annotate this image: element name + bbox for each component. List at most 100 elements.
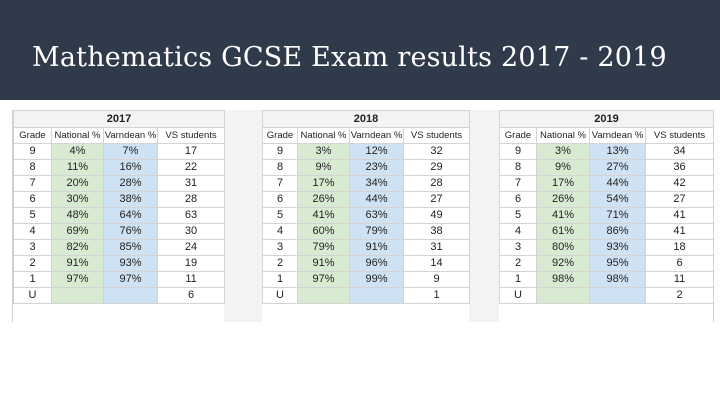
grade-cell: U: [262, 287, 298, 304]
varndean-percent-cell: [349, 287, 404, 304]
table-row: 2 92% 95% 6: [499, 255, 715, 272]
varndean-percent-cell: 91%: [349, 239, 404, 256]
vs-students-cell: 14: [402, 255, 471, 272]
year-heading: 2018: [261, 110, 471, 128]
grade-cell: 4: [13, 223, 52, 240]
table-row: 7 20% 28% 31: [13, 175, 226, 192]
vs-students-cell: 19: [156, 255, 226, 272]
grade-header: Grade: [499, 127, 537, 144]
grade-cell: 6: [13, 191, 52, 208]
varndean-percent-cell: 71%: [589, 207, 646, 224]
national-percent-cell: 17%: [297, 175, 350, 192]
grade-cell: 2: [499, 255, 537, 272]
varndean-percent-cell: [103, 287, 158, 304]
table-row: 8 9% 27% 36: [499, 159, 715, 176]
national-percent-cell: 26%: [536, 191, 590, 208]
varndean-percent-cell: 44%: [349, 191, 404, 208]
table-row: 1 97% 97% 11: [13, 271, 226, 288]
vs-students-cell: 18: [644, 239, 715, 256]
vs-students-cell: 31: [156, 175, 226, 192]
table-row: 7 17% 44% 42: [499, 175, 715, 192]
national-percent-cell: [536, 287, 590, 304]
vs-students-cell: 31: [402, 239, 471, 256]
grade-cell: 1: [13, 271, 52, 288]
vs-students-cell: 2: [644, 287, 715, 304]
national-percent-cell: 82%: [51, 239, 104, 256]
table-row: 6 30% 38% 28: [13, 191, 226, 208]
national-percent-cell: 80%: [536, 239, 590, 256]
table-row: 5 41% 71% 41: [499, 207, 715, 224]
vs-students-cell: 24: [156, 239, 226, 256]
grade-cell: 5: [262, 207, 298, 224]
national-percent-cell: 79%: [297, 239, 350, 256]
grade-cell: 9: [499, 143, 537, 160]
national-percent-cell: 9%: [297, 159, 350, 176]
varndean-percent-cell: [589, 287, 646, 304]
column-gap: [224, 110, 262, 322]
grade-cell: 8: [499, 159, 537, 176]
varndean-percent-cell: 12%: [349, 143, 404, 160]
table-row: 9 4% 7% 17: [13, 143, 226, 160]
grade-cell: 2: [262, 255, 298, 272]
table-row: 9 3% 13% 34: [499, 143, 715, 160]
table-row: 6 26% 44% 27: [262, 191, 471, 208]
national-percent-cell: [51, 287, 104, 304]
national-percent-header: National %: [536, 127, 590, 144]
slide-title: Mathematics GCSE Exam results 2017 - 201…: [32, 42, 667, 73]
varndean-percent-header: Varndean %: [349, 127, 404, 144]
grade-cell: 4: [262, 223, 298, 240]
vs-students-cell: 27: [644, 191, 715, 208]
national-percent-cell: 61%: [536, 223, 590, 240]
grade-cell: 5: [13, 207, 52, 224]
vs-students-cell: 49: [402, 207, 471, 224]
year-heading: 2019: [498, 110, 715, 128]
vs-students-cell: 9: [402, 271, 471, 288]
vs-students-cell: 28: [402, 175, 471, 192]
varndean-percent-cell: 93%: [589, 239, 646, 256]
table-row: 4 61% 86% 41: [499, 223, 715, 240]
varndean-percent-cell: 97%: [103, 271, 158, 288]
table-row: 1 98% 98% 11: [499, 271, 715, 288]
table-row: 6 26% 54% 27: [499, 191, 715, 208]
varndean-percent-cell: 54%: [589, 191, 646, 208]
table-row: 3 80% 93% 18: [499, 239, 715, 256]
results-table-2017: 2017 Grade National % Varndean % VS students…: [12, 110, 226, 304]
table-row: 3 79% 91% 31: [262, 239, 471, 256]
vs-students-header: VS students: [402, 127, 471, 144]
varndean-percent-cell: 98%: [589, 271, 646, 288]
vs-students-cell: 38: [402, 223, 471, 240]
results-table: 2017 Grade National % Varndean % VS students…: [12, 110, 226, 304]
grade-cell: 6: [262, 191, 298, 208]
vs-students-cell: 28: [156, 191, 226, 208]
varndean-percent-cell: 13%: [589, 143, 646, 160]
national-percent-cell: 26%: [297, 191, 350, 208]
national-percent-cell: 97%: [51, 271, 104, 288]
vs-students-cell: 30: [156, 223, 226, 240]
national-percent-cell: 48%: [51, 207, 104, 224]
vs-students-cell: 27: [402, 191, 471, 208]
varndean-percent-cell: 27%: [589, 159, 646, 176]
varndean-percent-header: Varndean %: [103, 127, 158, 144]
varndean-percent-cell: 38%: [103, 191, 158, 208]
national-percent-cell: 4%: [51, 143, 104, 160]
table-row: 7 17% 34% 28: [262, 175, 471, 192]
national-percent-header: National %: [51, 127, 104, 144]
varndean-percent-cell: 99%: [349, 271, 404, 288]
vs-students-cell: 17: [156, 143, 226, 160]
national-percent-cell: 11%: [51, 159, 104, 176]
national-percent-cell: 41%: [536, 207, 590, 224]
vs-students-cell: 41: [644, 207, 715, 224]
grade-cell: 8: [13, 159, 52, 176]
vs-students-cell: 34: [644, 143, 715, 160]
grade-cell: 5: [499, 207, 537, 224]
vs-students-cell: 41: [644, 223, 715, 240]
grade-cell: 4: [499, 223, 537, 240]
vs-students-cell: 36: [644, 159, 715, 176]
table-row: 5 41% 63% 49: [262, 207, 471, 224]
grade-cell: 7: [499, 175, 537, 192]
vs-students-cell: 22: [156, 159, 226, 176]
varndean-percent-cell: 95%: [589, 255, 646, 272]
varndean-percent-cell: 16%: [103, 159, 158, 176]
